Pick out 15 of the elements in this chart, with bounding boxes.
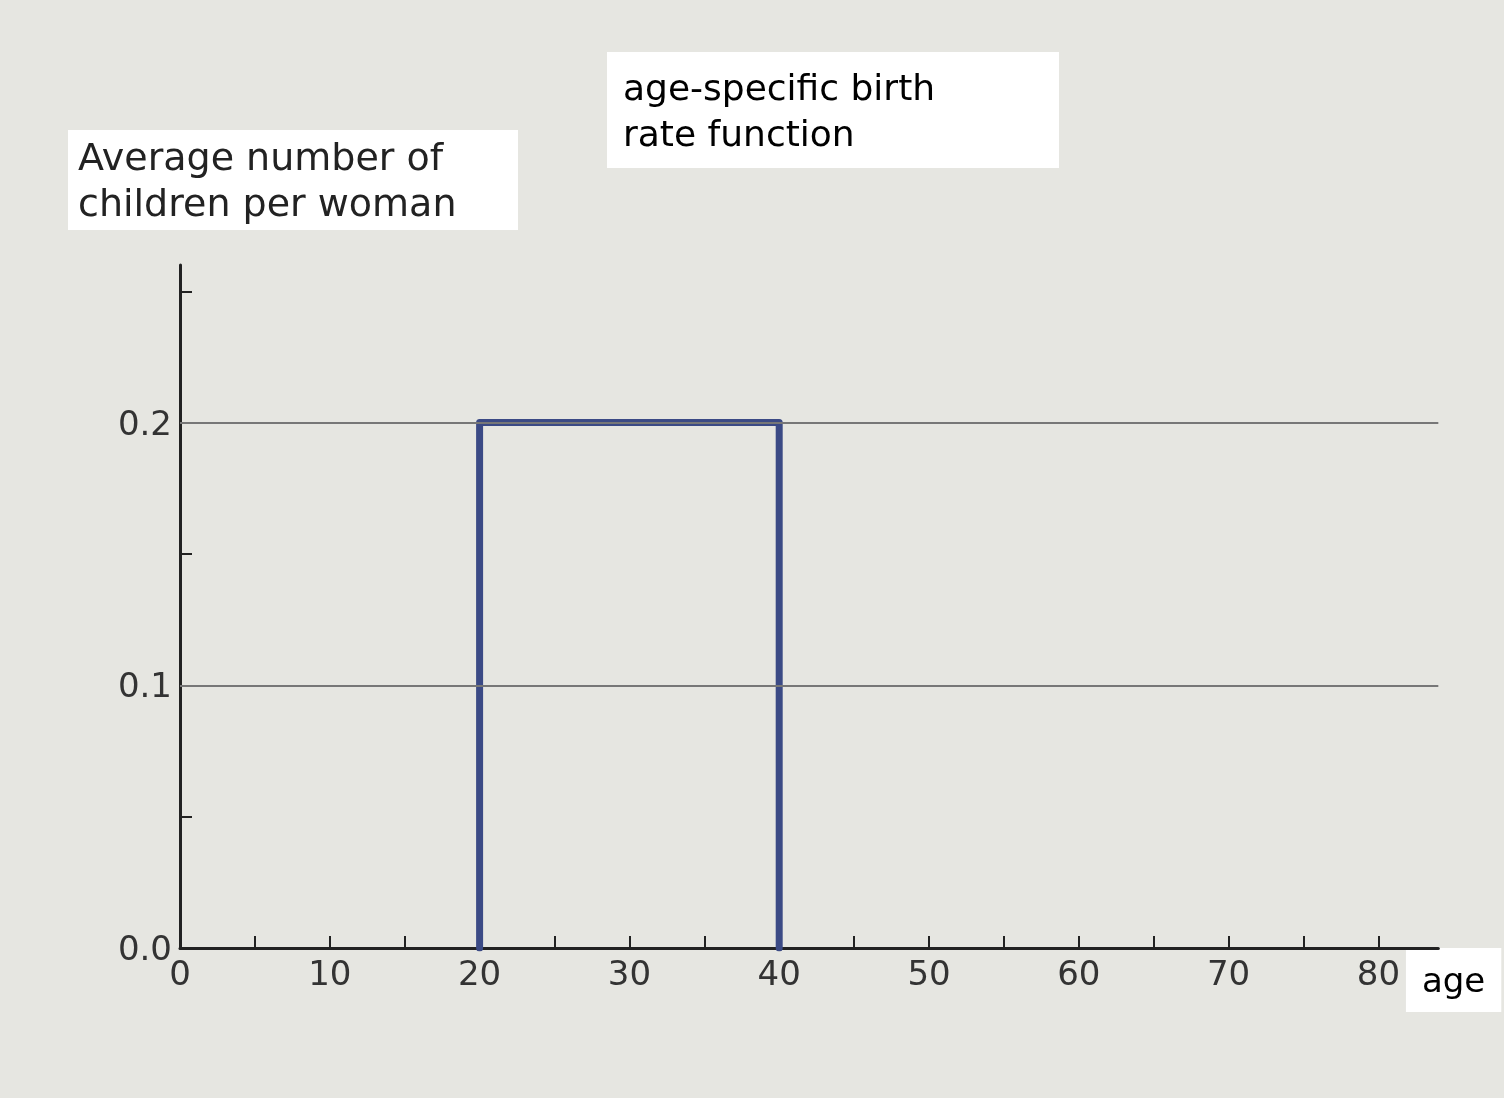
x-axis-title: age <box>1421 960 1486 1000</box>
x-tick-label: 70 <box>1206 953 1251 993</box>
x-tick-label: 40 <box>757 953 801 993</box>
x-tick-label: 10 <box>308 953 352 993</box>
y-tick-label: 0.0 <box>117 928 172 968</box>
y-tick-label: 0.1 <box>117 665 172 706</box>
y-tick-label: 0.2 <box>117 402 172 443</box>
x-tick-label: 50 <box>907 953 951 993</box>
x-tick-label: 20 <box>457 953 502 993</box>
x-tick-label: 0 <box>169 953 191 993</box>
x-tick-label: 60 <box>1057 953 1101 993</box>
y-axis-title: Average number of children per woman <box>78 135 457 225</box>
x-tick-label: 80 <box>1356 953 1401 993</box>
x-tick-label: 30 <box>607 953 652 993</box>
chart-title: age-specific birth rate function <box>623 66 947 154</box>
